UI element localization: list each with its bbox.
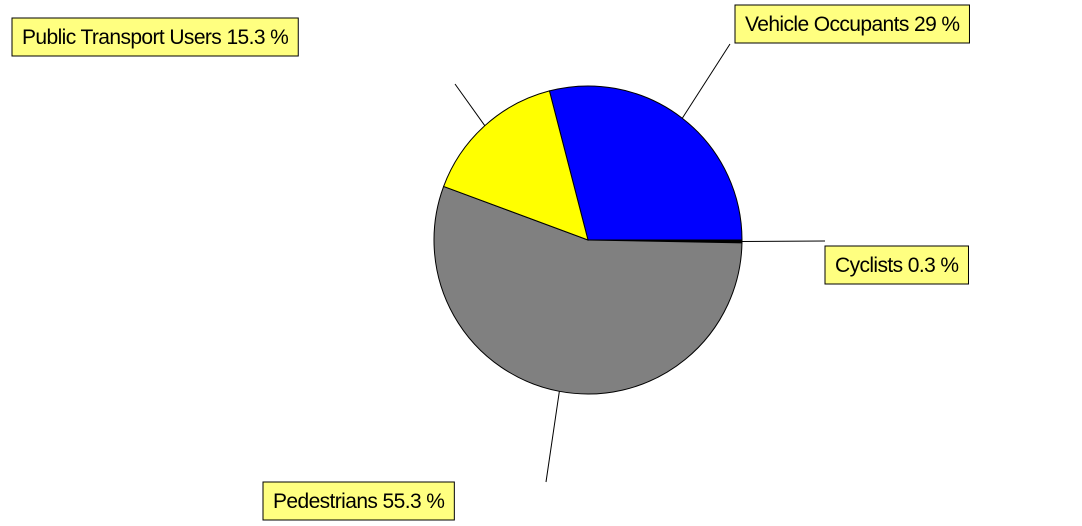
label-text: Public Transport Users 15.3 % (22, 26, 288, 49)
pie-slice (442, 90, 589, 241)
label-box (11, 17, 299, 57)
slice-label: Vehicle Occupants 29 % (734, 4, 970, 44)
label-value: 55.3 % (383, 490, 445, 513)
pie-slice (548, 85, 743, 241)
label-box (262, 481, 455, 521)
label-name: Pedestrians (273, 490, 377, 513)
label-value: 29 % (914, 13, 959, 36)
leader-line (454, 83, 486, 126)
slice-label: Public Transport Users 15.3 % (11, 17, 299, 57)
leader-line (681, 43, 731, 119)
label-name: Vehicle Occupants (745, 13, 909, 36)
slice-label: Cyclists 0.3 % (824, 245, 969, 285)
label-text: Cyclists 0.3 % (835, 254, 958, 277)
label-text: Pedestrians 55.3 % (273, 490, 444, 513)
slice-label: Pedestrians 55.3 % (262, 481, 455, 521)
label-name: Cyclists (835, 254, 903, 277)
leader-line (545, 391, 560, 483)
label-text: Vehicle Occupants 29 % (745, 13, 959, 36)
label-value: 0.3 % (908, 254, 959, 277)
label-name: Public Transport Users (22, 26, 221, 49)
label-value: 15.3 % (226, 26, 288, 49)
label-box (734, 4, 970, 44)
pie-slice (433, 185, 743, 395)
label-box (824, 245, 969, 285)
